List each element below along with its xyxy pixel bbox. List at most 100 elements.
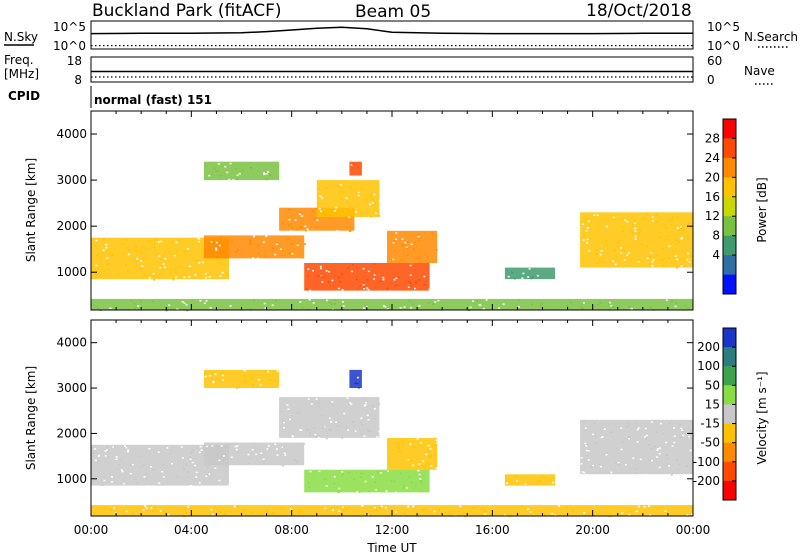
echo-speck [646, 245, 649, 248]
echo-speck [131, 463, 134, 466]
echo-speck [328, 281, 331, 283]
echo-speck [122, 243, 124, 245]
echo-speck [243, 509, 246, 511]
echo-speck [615, 447, 618, 449]
echo-speck [269, 174, 272, 177]
echo-speck [141, 250, 144, 253]
echo-speck [299, 429, 302, 431]
echo-speck [249, 239, 252, 242]
echo-speck [418, 463, 421, 465]
echo-speck [110, 481, 113, 483]
echo-speck [217, 163, 220, 165]
echo-speck [357, 387, 360, 389]
echo-region [203, 442, 305, 466]
echo-speck [238, 173, 241, 175]
echo-speck [634, 468, 637, 470]
echo-speck [371, 202, 374, 204]
echo-speck [680, 436, 683, 438]
echo-speck [661, 248, 664, 250]
echo-speck [113, 445, 116, 447]
echo-speck [650, 447, 653, 450]
echo-speck [283, 421, 285, 424]
echo-speck [634, 235, 637, 238]
echo-speck [626, 254, 629, 256]
echo-speck [677, 463, 680, 466]
echo-speck [657, 448, 660, 450]
echo-speck [315, 207, 318, 210]
echo-speck [151, 300, 154, 303]
echo-speck [307, 274, 309, 277]
echo-speck [279, 248, 282, 250]
echo-speck [268, 448, 271, 451]
echo-speck [140, 245, 143, 247]
echo-speck [186, 471, 189, 473]
echo-speck [219, 236, 222, 238]
y-tick-label: 3000 [56, 381, 87, 395]
echo-speck [373, 274, 376, 276]
echo-speck [341, 273, 343, 275]
echo-speck [276, 454, 279, 456]
colorbar-tick-label: 200 [697, 340, 720, 354]
echo-speck [328, 271, 330, 273]
echo-speck [176, 250, 179, 252]
echo-speck [232, 179, 235, 181]
echo-speck [143, 257, 146, 260]
echo-speck [409, 443, 412, 445]
echo-speck [206, 244, 209, 247]
echo-speck [690, 429, 693, 432]
echo-speck [286, 404, 289, 406]
echo-speck [350, 164, 353, 166]
echo-speck [660, 422, 663, 425]
echo-speck [407, 254, 409, 256]
echo-speck [472, 507, 475, 509]
echo-speck [585, 445, 588, 447]
echo-speck [257, 253, 260, 255]
echo-speck [310, 403, 313, 405]
echo-speck [187, 505, 190, 508]
echo-speck [691, 513, 694, 516]
echo-speck [617, 461, 620, 464]
echo-speck [153, 506, 156, 509]
y-tick-label: 1000 [56, 265, 87, 279]
echo-speck [221, 271, 224, 274]
echo-speck [659, 236, 662, 238]
echo-speck [410, 307, 413, 309]
echo-speck [634, 238, 637, 240]
echo-speck [347, 429, 350, 431]
echo-speck [263, 173, 266, 176]
echo-speck [194, 464, 197, 467]
echo-speck [408, 280, 411, 283]
echo-speck [423, 284, 426, 286]
echo-speck [485, 299, 488, 301]
echo-speck [412, 487, 415, 490]
echo-speck [585, 230, 588, 232]
echo-speck [432, 303, 435, 305]
echo-speck [342, 509, 345, 512]
echo-speck [688, 222, 691, 225]
echo-speck [249, 308, 252, 310]
echo-speck [275, 243, 278, 245]
echo-speck [336, 412, 338, 415]
echo-speck [392, 242, 395, 244]
echo-speck [319, 265, 322, 268]
colorbar-tick-label: 20 [705, 170, 720, 184]
echo-speck [275, 299, 278, 302]
echo-speck [687, 307, 690, 309]
echo-speck [647, 505, 650, 507]
echo-speck [287, 408, 290, 410]
echo-speck [371, 405, 374, 407]
echo-speck [673, 441, 676, 444]
echo-speck [210, 508, 213, 511]
echo-speck [111, 254, 114, 256]
echo-speck [224, 469, 227, 472]
echo-speck [341, 191, 344, 193]
echo-speck [688, 436, 690, 438]
echo-speck [374, 212, 377, 214]
echo-speck [671, 216, 674, 219]
echo-speck [626, 422, 629, 424]
echo-speck [233, 505, 236, 508]
echo-speck [208, 174, 211, 177]
colorbar-segment [723, 347, 736, 367]
echo-speck [274, 253, 277, 256]
echo-speck [617, 242, 620, 245]
